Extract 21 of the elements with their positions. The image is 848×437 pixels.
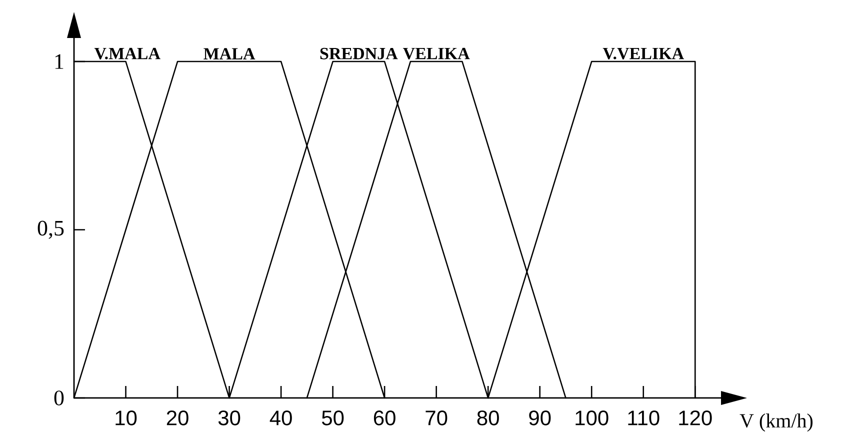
x-tick-label: 50 [322,410,344,426]
x-tick-label: 100 [576,410,608,426]
x-tick-label: 90 [529,410,551,426]
y-tick-label: 0 [54,390,64,406]
x-tick-label: 40 [270,410,292,426]
series-label: MALA [204,48,256,60]
x-tick-label: 60 [374,410,396,426]
x-tick-label: 10 [116,410,137,426]
x-tick-label: 70 [426,410,448,426]
y-tick-label: 1 [55,54,64,69]
x-axis-title: V (km/h) [740,414,813,432]
series-label: VELIKA [402,48,470,60]
y-tick-label: 0,5 [38,220,64,239]
x-tick-label: 110 [628,410,660,426]
series-label: SREDNJA [320,48,398,60]
x-tick-label: 80 [477,410,499,426]
x-tick-label: 120 [679,410,712,426]
x-tick-label: 20 [166,410,188,426]
series-label: V.VELIKA [602,48,684,60]
series-label: V.MALA [94,48,160,60]
x-tick-label: 30 [218,410,240,426]
